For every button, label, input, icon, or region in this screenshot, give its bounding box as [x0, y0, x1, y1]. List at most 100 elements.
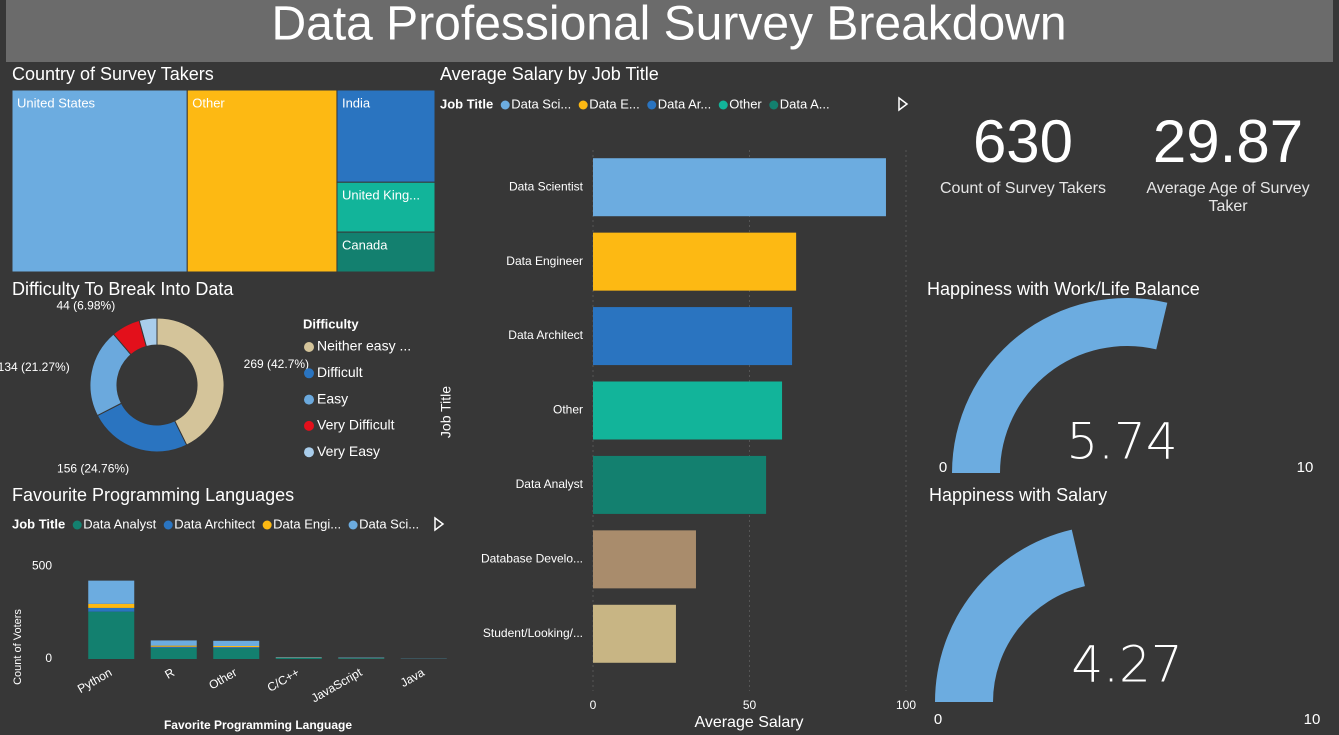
- legend-arrow[interactable]: [434, 516, 445, 532]
- panel-title: Happiness with Salary: [929, 485, 1107, 505]
- legend-label: Very Easy: [317, 443, 380, 459]
- y-tick-label: Other: [553, 403, 583, 417]
- legend-swatch: [718, 100, 728, 110]
- legend-swatch: [304, 420, 314, 431]
- panel-title: Happiness with Work/Life Balance: [927, 279, 1200, 299]
- panel-title: Difficulty To Break Into Data: [12, 279, 234, 299]
- treemap-tile: [336, 89, 436, 183]
- y-tick-label: Data Analyst: [516, 477, 584, 491]
- bar-segment: [338, 658, 385, 659]
- bar: [593, 381, 783, 440]
- bar: [593, 604, 676, 663]
- gauge-arc: [935, 529, 1085, 702]
- y-tick-label: Data Engineer: [506, 254, 583, 268]
- legend-swatch: [769, 100, 779, 110]
- bar-segment: [213, 646, 260, 648]
- tile-label: United King...: [342, 188, 420, 203]
- legend-swatch: [163, 520, 173, 530]
- legend-label: Data Sci...: [511, 96, 571, 111]
- legend-swatch: [304, 394, 314, 405]
- legend-label: Very Difficult: [317, 417, 395, 433]
- legend-label: Data Sci...: [359, 516, 419, 531]
- legend-arrow[interactable]: [898, 96, 909, 112]
- y-tick-label: Student/Looking/...: [483, 626, 583, 640]
- donut-slice: [156, 317, 225, 446]
- treemap-tile: [336, 231, 436, 273]
- bar: [593, 530, 696, 589]
- bar: [593, 232, 797, 291]
- y-tick-label: 500: [32, 558, 52, 572]
- bar-segment: [88, 607, 135, 612]
- legend-swatch: [500, 100, 510, 110]
- legend-label: Data E...: [589, 96, 640, 111]
- tile-label: Canada: [342, 238, 388, 253]
- y-tick-label: Data Architect: [508, 328, 583, 342]
- legend-label: Data Analyst: [83, 516, 156, 531]
- legend-swatch: [647, 100, 657, 110]
- x-tick-label: 0: [590, 698, 597, 712]
- tile-label: United States: [17, 95, 96, 110]
- gauge-max: 10: [1304, 711, 1321, 728]
- legend-label: Data Ar...: [658, 96, 711, 111]
- bar: [593, 158, 886, 217]
- gauge-max: 10: [1297, 459, 1314, 476]
- bar-segment: [150, 647, 197, 659]
- gauge-value: 4.27: [1071, 636, 1182, 694]
- dashboard-title: Data Professional Survey Breakdown: [271, 0, 1066, 51]
- bar-segment: [213, 648, 260, 659]
- gauge-arc: [952, 298, 1168, 473]
- legend-title: Difficulty: [303, 316, 359, 331]
- legend-title: Job Title: [12, 516, 65, 531]
- legend-title: Job Title: [440, 96, 493, 111]
- card-value: 630: [973, 108, 1073, 175]
- legend-swatch: [578, 100, 588, 110]
- bar-segment: [213, 640, 260, 646]
- legend-swatch: [304, 342, 314, 352]
- gauge-value: 5.74: [1066, 413, 1177, 471]
- bar-segment: [88, 580, 135, 604]
- panel-title: Favourite Programming Languages: [12, 485, 294, 505]
- donut-slice: [138, 317, 158, 348]
- y-tick-label: 0: [45, 651, 52, 665]
- legend-label: Data A...: [780, 96, 830, 111]
- bar: [593, 307, 793, 366]
- bar-segment: [213, 647, 260, 649]
- x-tick-label: 50: [743, 698, 757, 712]
- legend-swatch: [348, 520, 358, 530]
- y-tick-label: Data Scientist: [509, 179, 584, 193]
- gauge-min: 0: [939, 459, 947, 476]
- y-tick-label: Database Develo...: [481, 552, 583, 566]
- legend-swatch: [72, 520, 82, 530]
- legend-label: Other: [729, 96, 762, 111]
- card-label: Count of Survey Takers: [939, 180, 1106, 197]
- data-label: 44 (6.98%): [57, 299, 116, 313]
- treemap-tile: [11, 89, 188, 273]
- title-bar: [6, 0, 1333, 62]
- legend-label: Data Architect: [174, 516, 255, 531]
- y-axis-label: Job Title: [438, 386, 454, 438]
- legend-swatch: [304, 368, 314, 379]
- card-label: Average Age of Survey Taker: [1146, 180, 1310, 215]
- gauge-min: 0: [934, 711, 942, 728]
- data-label: 156 (24.76%): [57, 462, 129, 476]
- x-tick-label: 100: [896, 698, 916, 712]
- bar-segment: [88, 603, 135, 608]
- legend-label: Difficult: [317, 364, 363, 380]
- tile-label: India: [342, 95, 371, 110]
- bar-segment: [150, 646, 197, 648]
- x-axis-label: Favorite Programming Language: [164, 718, 352, 732]
- bar-segment: [150, 645, 197, 647]
- bar-segment: [150, 640, 197, 646]
- bar-segment: [88, 611, 135, 659]
- data-label: 134 (21.27%): [0, 360, 70, 374]
- x-axis-label: Average Salary: [694, 714, 803, 731]
- card-value: 29.87: [1153, 108, 1303, 175]
- legend-swatch: [304, 447, 314, 458]
- y-axis-label: Count of Voters: [12, 609, 24, 685]
- tile-label: Other: [192, 95, 225, 110]
- bar: [593, 455, 767, 514]
- legend-label: Easy: [317, 390, 348, 406]
- treemap-tile: [336, 181, 436, 233]
